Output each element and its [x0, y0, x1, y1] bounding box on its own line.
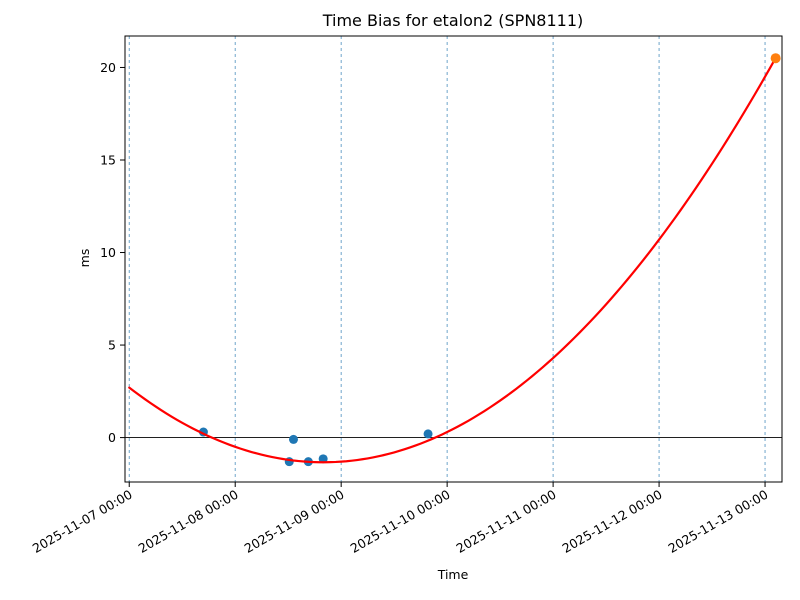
y-tick-label: 0	[108, 430, 116, 445]
data-point	[288, 434, 298, 444]
y-tick-label: 20	[100, 60, 116, 75]
data-point	[318, 454, 328, 464]
y-tick-label: 15	[100, 152, 116, 167]
highlight-point	[770, 53, 781, 64]
y-tick-label: 5	[108, 338, 116, 353]
y-axis-label: ms	[77, 249, 92, 268]
fit-curve	[128, 56, 777, 464]
x-tick-label: 2025-11-09 00:00	[242, 487, 347, 556]
x-tick-label: 2025-11-08 00:00	[136, 487, 241, 556]
chart-title: Time Bias for etalon2 (SPN8111)	[322, 11, 584, 30]
x-tick-label: 2025-11-10 00:00	[348, 487, 453, 556]
x-tick-label: 2025-11-12 00:00	[560, 487, 665, 556]
x-tick-label: 2025-11-13 00:00	[665, 487, 770, 556]
axes-spines	[124, 35, 783, 483]
data-point	[423, 429, 433, 439]
plot-generated-layer: 2025-11-07 00:00 2025-11-08 00:00 2025-11-…	[30, 35, 783, 556]
y-tick-label: 10	[100, 245, 116, 260]
x-tick-label: 2025-11-11 00:00	[454, 487, 559, 556]
x-tick-label: 2025-11-07 00:00	[30, 487, 135, 556]
x-axis-label: Time	[437, 567, 469, 582]
